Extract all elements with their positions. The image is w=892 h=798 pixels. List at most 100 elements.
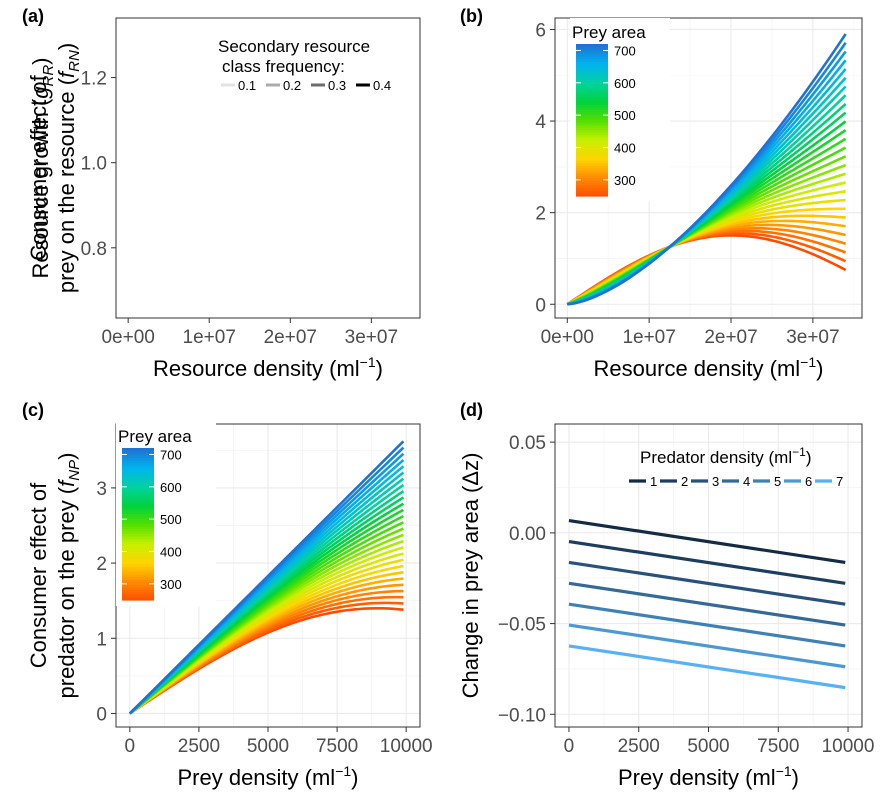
colorbar-segment [576,71,608,75]
x-tick-label: 2e+07 [264,327,317,348]
colorbar-segment [576,89,608,93]
colorbar-segment [576,125,608,129]
colorbar-legend: Prey area 300 400 500 600 700 [570,18,670,202]
y-tick-label: 0 [535,295,546,316]
colorbar-tick-label: 500 [614,108,636,123]
x-tick-label: 0e+00 [541,327,594,348]
colorbar-segment [122,529,154,533]
colorbar-segment [122,551,154,555]
colorbar-segment [122,579,154,583]
colorbar-segment [576,79,608,83]
colorbar-segment [122,478,154,482]
colorbar-segment [576,66,608,70]
colorbar-segment [122,584,154,588]
colorbar-segment [122,526,154,530]
panel-label: (a) [22,6,44,26]
legend-label: 5 [774,474,781,489]
colorbar-segment [122,582,154,586]
colorbar-segment [576,49,608,53]
colorbar-legend: Prey area 300 400 500 600 700 [116,422,216,606]
y-tick-label: 2 [96,554,107,575]
colorbar-segment [576,74,608,78]
colorbar-segment [122,516,154,520]
colorbar-segment [122,483,154,487]
colorbar-tick-label: 700 [614,43,636,58]
colorbar-tick-label: 600 [160,480,182,495]
y-axis-label-line1: Consumer effect of [26,74,51,260]
colorbar-segment [576,152,608,157]
colorbar-segment [576,61,608,65]
legend-label: 0.3 [328,78,346,93]
x-tick-label: 7500 [316,736,358,757]
legend-title: Predator density (ml−1) [640,445,811,467]
colorbar-segment [122,508,154,512]
colorbar-segment [122,524,154,528]
x-tick-label: 1e+07 [622,327,675,348]
series-line-area-720 [128,440,405,715]
colorbar-segment [122,559,154,563]
legend-label: 7 [836,474,843,489]
x-tick-label: 7500 [757,736,799,757]
colorbar-segment [122,531,154,535]
colorbar-segment [576,59,608,63]
legend-label: 6 [805,474,812,489]
colorbar-segment [576,160,608,164]
colorbar-segment [122,564,154,568]
x-axis-label: Prey density (ml−1) [618,763,799,790]
x-tick-label: 5000 [247,736,289,757]
y-tick-label: 0.00 [509,524,546,545]
colorbar-segment [576,168,608,172]
panel-label: (d) [460,400,483,420]
colorbar-segment [576,56,608,60]
x-tick-label: 0 [125,736,136,757]
colorbar-segment [576,180,608,184]
legend-label: 2 [681,474,688,489]
colorbar-segment [122,562,154,566]
y-tick-label: 1 [96,629,107,650]
y-tick-label: 4 [535,112,546,133]
y-tick-label: −0.05 [498,615,546,636]
colorbar-segment [576,173,608,177]
colorbar-segment [576,46,608,50]
colorbar-segment [122,488,154,492]
colorbar-segment [576,112,608,116]
legend-label: 4 [743,474,750,489]
series-line-3 [568,560,846,606]
colorbar-segment [122,513,154,517]
colorbar-segment [576,190,608,195]
colorbar-segment [576,107,608,111]
colorbar-segment [122,480,154,485]
colorbar-segment [576,44,608,48]
colorbar-segment [122,536,154,540]
colorbar-segment [576,155,608,159]
colorbar-segment [122,546,154,550]
colorbar-segment [122,458,154,462]
y-tick-label: −0.10 [498,705,546,726]
y-tick-label: 2 [535,204,546,225]
colorbar-segment [122,486,154,490]
panel-c: 0 2500 5000 7500 10000 0 1 2 3 Prey density (ml−1… [26,422,433,790]
colorbar-tick-label: 600 [614,76,636,91]
x-tick-label: 1e+07 [183,327,236,348]
colorbar-segment [576,150,608,154]
y-axis-label: Resource growth (gRR) [28,58,57,279]
colorbar-segment [576,76,608,81]
colorbar-segment [122,498,154,502]
colorbar-segment [122,577,154,581]
colorbar-segment [122,460,154,464]
colorbar-segment [122,572,154,576]
series-line-1 [568,518,846,565]
colorbar-tick-label: 300 [614,173,636,188]
colorbar-segment [576,147,608,151]
colorbar-segment [122,455,154,459]
colorbar-tick-label: 300 [160,577,182,592]
y-tick-label: 3 [96,479,107,500]
colorbar-segment [122,567,154,571]
colorbar-tick-label: 400 [614,140,636,155]
colorbar-segment [576,170,608,174]
panel-label: (c) [22,400,44,420]
colorbar-segment [576,102,608,106]
colorbar-segment [576,84,608,88]
colorbar-segment [122,541,154,545]
series-line-6 [568,623,846,669]
